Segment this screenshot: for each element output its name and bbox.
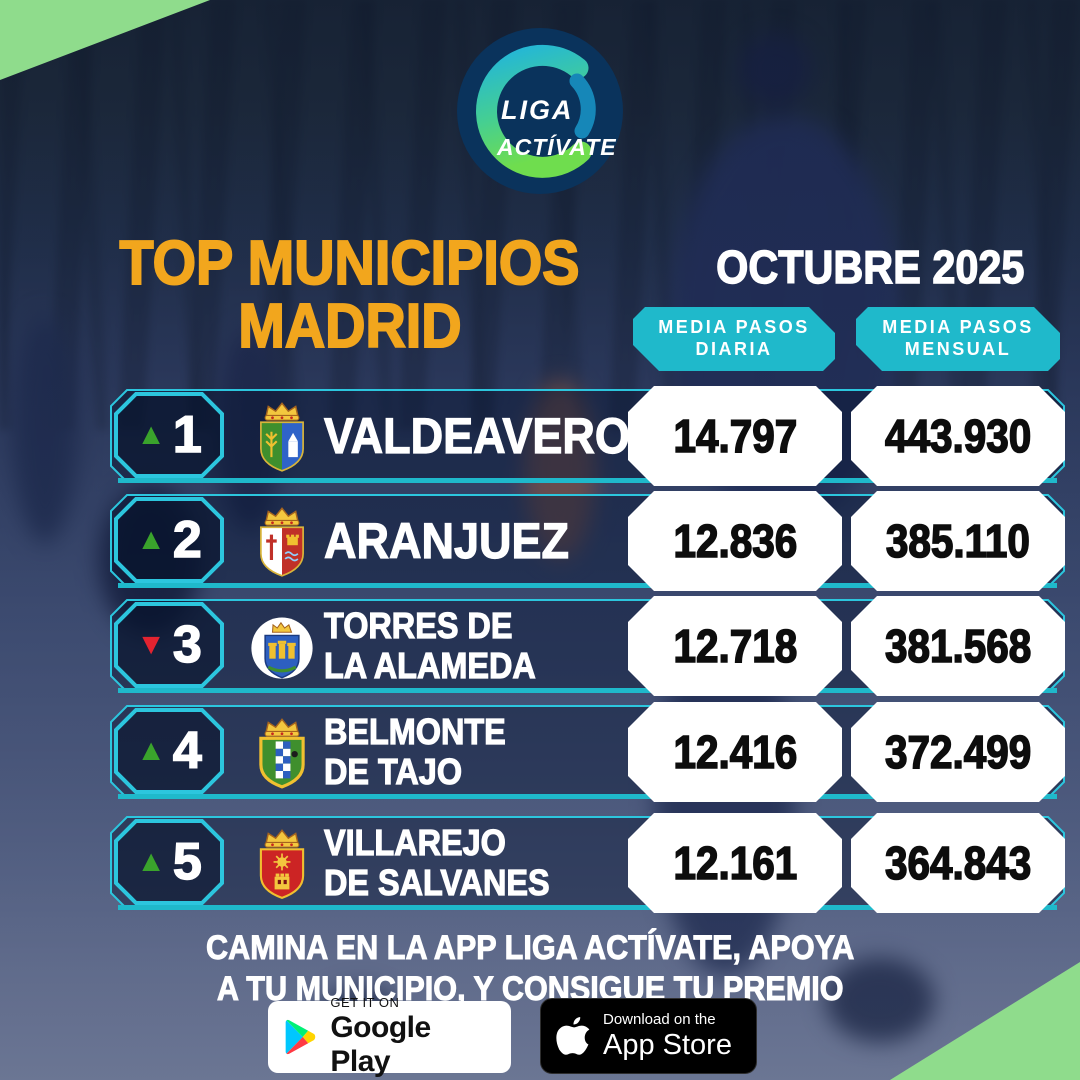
daily-steps-value: 14.797 xyxy=(628,386,842,486)
monthly-steps-value: 364.843 xyxy=(851,813,1065,913)
rank-number: 4 xyxy=(172,721,202,781)
municipality-name: BELMONTE DE TAJO xyxy=(323,711,506,792)
app-store-label: App Store xyxy=(603,1028,732,1061)
liga-activate-logo-icon: LIGA ACTÍVATE xyxy=(457,28,623,194)
rank-badge: ▲ 1 xyxy=(114,392,224,478)
trend-up-icon: ▲ xyxy=(136,845,166,878)
daily-steps-value: 12.416 xyxy=(628,702,842,802)
google-play-tagline: GET IT ON xyxy=(330,995,400,1010)
valdeavero-crest-icon xyxy=(260,402,304,472)
aranjuez-crest-icon xyxy=(260,507,304,577)
monthly-steps-value: 381.568 xyxy=(851,596,1065,696)
rank-badge-frame xyxy=(114,392,224,478)
rank-number: 1 xyxy=(172,405,202,465)
period-label: OCTUBRE 2025 xyxy=(715,240,1025,293)
rank-badge: ▲ 5 xyxy=(114,819,224,905)
trend-down-icon: ▼ xyxy=(136,628,166,661)
monthly-steps-value: 372.499 xyxy=(851,702,1065,802)
villarejo-de-salvanes-crest-icon xyxy=(259,829,305,899)
daily-steps-value: 12.161 xyxy=(628,813,842,913)
daily-steps-value: 12.836 xyxy=(628,491,842,591)
table-row-1: ▲ 1 VALDEAVERO 14.797 443.930 xyxy=(110,389,1065,483)
municipality-name: ARANJUEZ xyxy=(323,513,570,569)
table-row-3: ▼ 3 TORRES DE LA ALAMEDA 12.718 381.568 xyxy=(110,599,1065,693)
table-row-4: ▲ 4 BELMONTE DE TAJO 12.416 xyxy=(110,705,1065,799)
app-store-badge[interactable]: Download on the App Store xyxy=(540,998,757,1074)
column-header-daily-steps: MEDIA PASOS DIARIA xyxy=(633,307,835,371)
footer-tagline-line1: CAMINA EN LA APP LIGA ACTÍVATE, APOYA xyxy=(205,928,855,967)
rank-badge-frame xyxy=(114,602,224,688)
monthly-steps-value: 385.110 xyxy=(851,491,1065,591)
liga-activate-logo: LIGA ACTÍVATE xyxy=(457,26,623,196)
google-play-icon xyxy=(285,1019,316,1055)
trend-up-icon: ▲ xyxy=(136,418,166,451)
logo-line1: LIGA xyxy=(501,95,574,125)
store-badges: GET IT ON Google Play Download on the Ap… xyxy=(0,995,1080,1078)
google-play-badge[interactable]: GET IT ON Google Play xyxy=(268,995,511,1078)
rank-badge: ▲ 2 xyxy=(114,497,224,583)
table-row-2: ▲ 2 ARANJUEZ 12.836 xyxy=(110,494,1065,588)
logo-line2: ACTÍVATE xyxy=(496,133,617,160)
rank-badge-frame xyxy=(114,708,224,794)
app-store-tagline: Download on the xyxy=(603,1010,716,1028)
column-header-monthly-steps: MEDIA PASOS MENSUAL xyxy=(856,307,1060,371)
google-play-label: Google Play xyxy=(330,1011,431,1078)
rank-badge-frame xyxy=(114,819,224,905)
monthly-steps-value: 443.930 xyxy=(851,386,1065,486)
daily-steps-value: 12.718 xyxy=(628,596,842,696)
trend-up-icon: ▲ xyxy=(136,523,166,556)
municipality-name: TORRES DE LA ALAMEDA xyxy=(323,605,536,686)
leaderboard: ▲ 1 VALDEAVERO 14.797 443.930 xyxy=(110,0,1065,1080)
belmonte-de-tajo-crest-icon xyxy=(259,718,305,789)
rank-number: 5 xyxy=(172,832,202,892)
municipality-name: VALDEAVERO xyxy=(323,408,630,464)
rank-badge: ▲ 4 xyxy=(114,708,224,794)
apple-icon xyxy=(556,1017,590,1055)
rank-badge: ▼ 3 xyxy=(114,602,224,688)
rank-number: 3 xyxy=(172,615,202,675)
rank-number: 2 xyxy=(172,510,202,570)
rank-badge-frame xyxy=(114,497,224,583)
page-title: TOP MUNICIPIOS MADRID xyxy=(70,229,630,362)
municipality-name: VILLAREJO DE SALVANES xyxy=(323,822,550,903)
trend-up-icon: ▲ xyxy=(136,734,166,767)
page-title-line2: MADRID xyxy=(237,292,462,362)
page-title-line1: TOP MUNICIPIOS xyxy=(119,229,581,298)
torres-de-la-alameda-crest-icon xyxy=(251,617,313,679)
table-row-5: ▲ 5 VILLAREJO DE SALVANES 12.161 xyxy=(110,816,1065,910)
